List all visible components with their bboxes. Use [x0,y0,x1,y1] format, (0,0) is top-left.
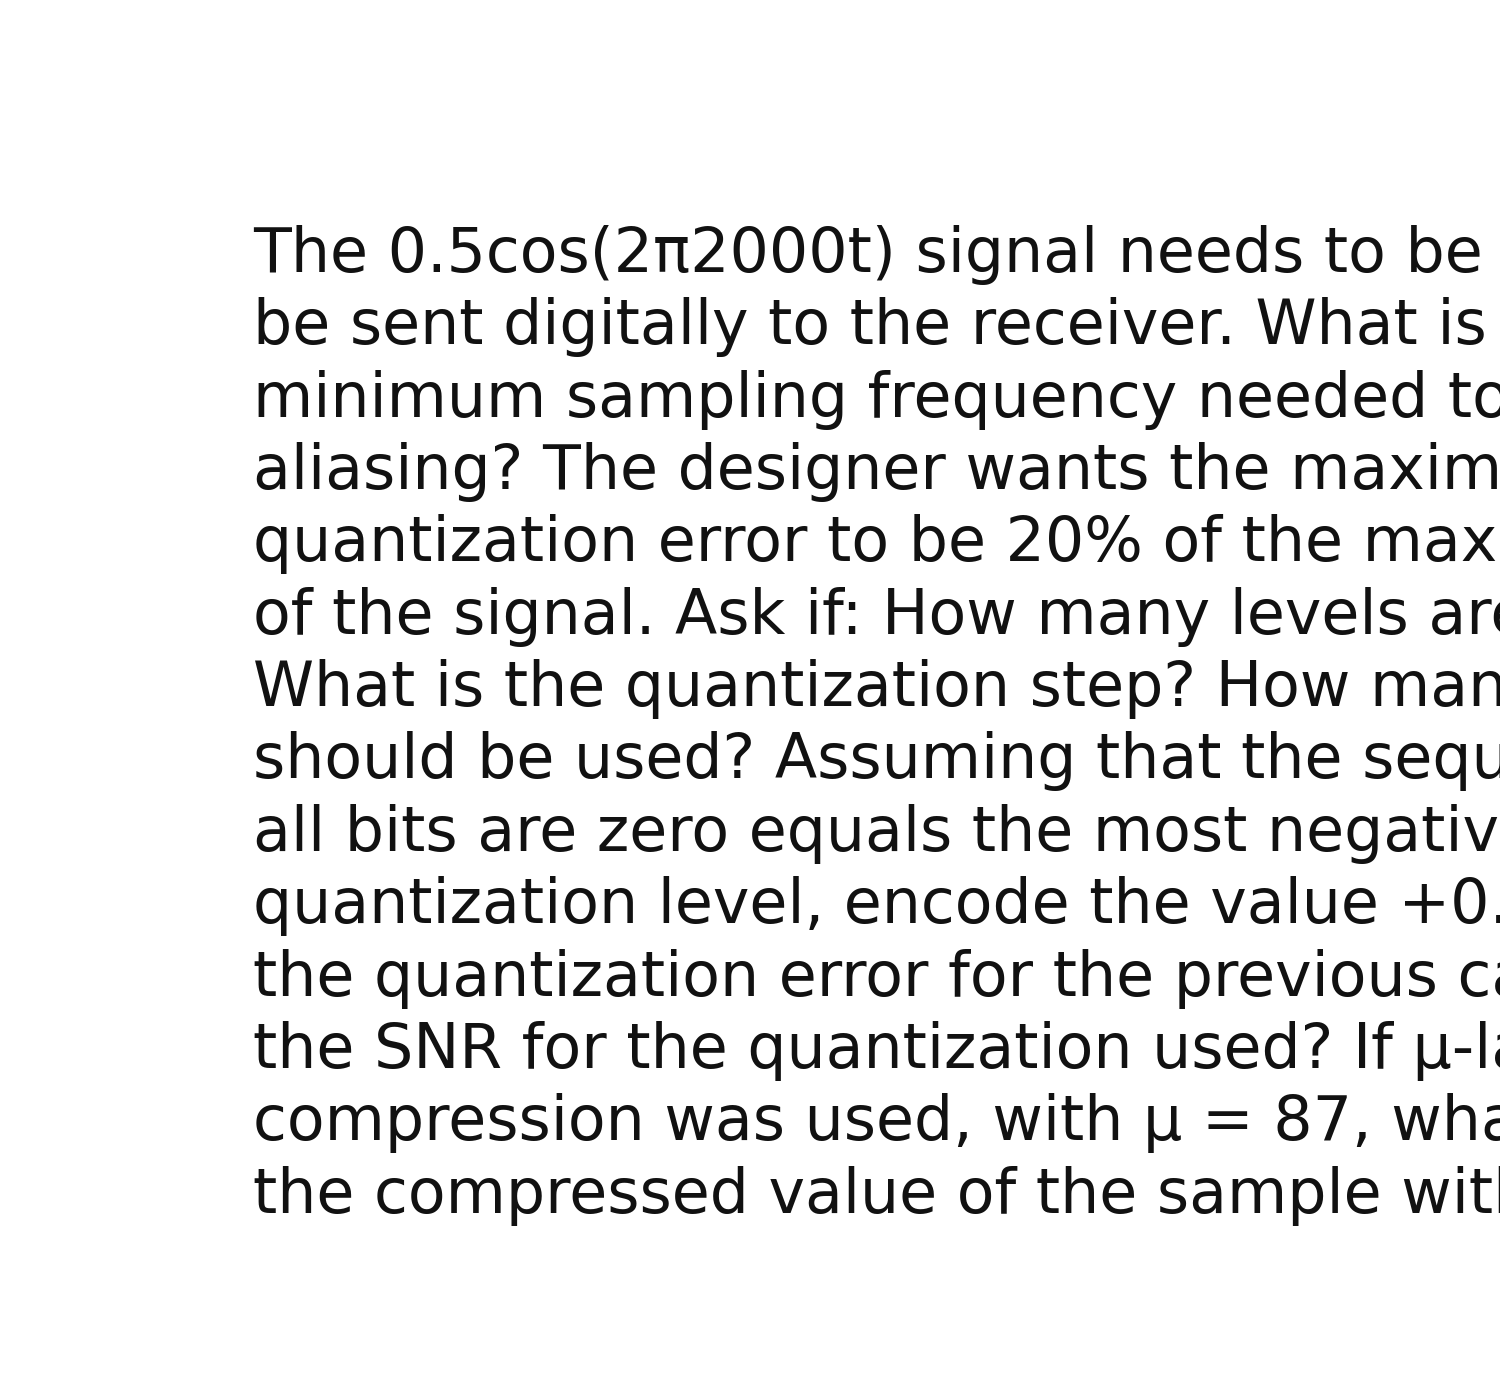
Text: of the signal. Ask if: How many levels are needed?: of the signal. Ask if: How many levels a… [254,586,1500,647]
Text: the SNR for the quantization used? If μ-law: the SNR for the quantization used? If μ-… [254,1020,1500,1082]
Text: What is the quantization step? How many bits: What is the quantization step? How many … [254,658,1500,720]
Text: quantization level, encode the value +0.20V. What is: quantization level, encode the value +0.… [254,876,1500,937]
Text: the compressed value of the sample with +0.35V?: the compressed value of the sample with … [254,1165,1500,1226]
Text: quantization error to be 20% of the maximum value: quantization error to be 20% of the maxi… [254,514,1500,575]
Text: all bits are zero equals the most negative: all bits are zero equals the most negati… [254,803,1500,864]
Text: aliasing? The designer wants the maximum: aliasing? The designer wants the maximum [254,441,1500,503]
Text: The 0.5cos(2π2000t) signal needs to be sampled to: The 0.5cos(2π2000t) signal needs to be s… [254,224,1500,285]
Text: the quantization error for the previous case? What is: the quantization error for the previous … [254,948,1500,1009]
Text: compression was used, with μ = 87, what would be: compression was used, with μ = 87, what … [254,1093,1500,1154]
Text: should be used? Assuming that the sequence where: should be used? Assuming that the sequen… [254,731,1500,792]
Text: be sent digitally to the receiver. What is the: be sent digitally to the receiver. What … [254,296,1500,358]
Text: minimum sampling frequency needed to avoid: minimum sampling frequency needed to avo… [254,369,1500,430]
